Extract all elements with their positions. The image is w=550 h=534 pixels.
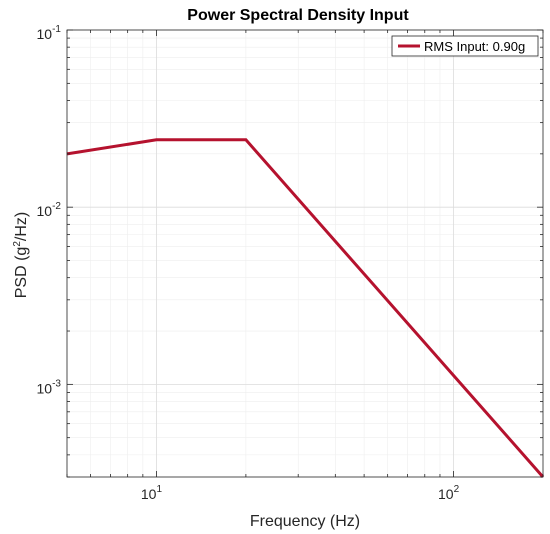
y-tick-label-base: 10 (37, 203, 53, 219)
y-axis-label: PSD (g2/Hz) (12, 212, 30, 298)
y-tick-label: 10-3 (37, 378, 62, 396)
x-tick-labels: 101 102 (141, 484, 460, 502)
y-tick-label: 10-2 (37, 201, 62, 219)
plot-frame (66, 29, 544, 478)
y-tick-label-base: 10 (37, 26, 53, 42)
y-tick-label-exponent: -2 (52, 201, 61, 212)
legend-entry-label: RMS Input: 0.90g (424, 39, 525, 54)
y-tick-label-exponent: -1 (52, 24, 61, 35)
x-tick-label: 101 (141, 484, 163, 502)
tick-marks (66, 29, 544, 478)
chart-title: Power Spectral Density Input (187, 7, 409, 24)
x-tick-label: 102 (438, 484, 460, 502)
y-tick-labels: 10-310-210-1 (37, 24, 62, 396)
series-layer (66, 138, 545, 478)
x-tick-label-exponent: 1 (156, 484, 162, 495)
psd-series-line (66, 138, 545, 478)
y-axis-label-tail: /Hz) (13, 212, 30, 241)
x-tick-label-exponent: 2 (454, 484, 460, 495)
y-axis-label-base: PSD (g (13, 247, 30, 299)
legend: RMS Input: 0.90g (391, 35, 539, 57)
y-tick-label-exponent: -3 (52, 378, 61, 389)
x-axis-label: Frequency (Hz) (250, 513, 360, 530)
plot-area (67, 30, 543, 477)
y-axis-label-sup: 2 (12, 241, 23, 247)
x-tick-label-base: 10 (438, 486, 454, 502)
x-tick-label-base: 10 (141, 486, 157, 502)
legend-box (391, 35, 539, 57)
y-tick-label-base: 10 (37, 380, 53, 396)
y-tick-label: 10-1 (37, 24, 62, 42)
